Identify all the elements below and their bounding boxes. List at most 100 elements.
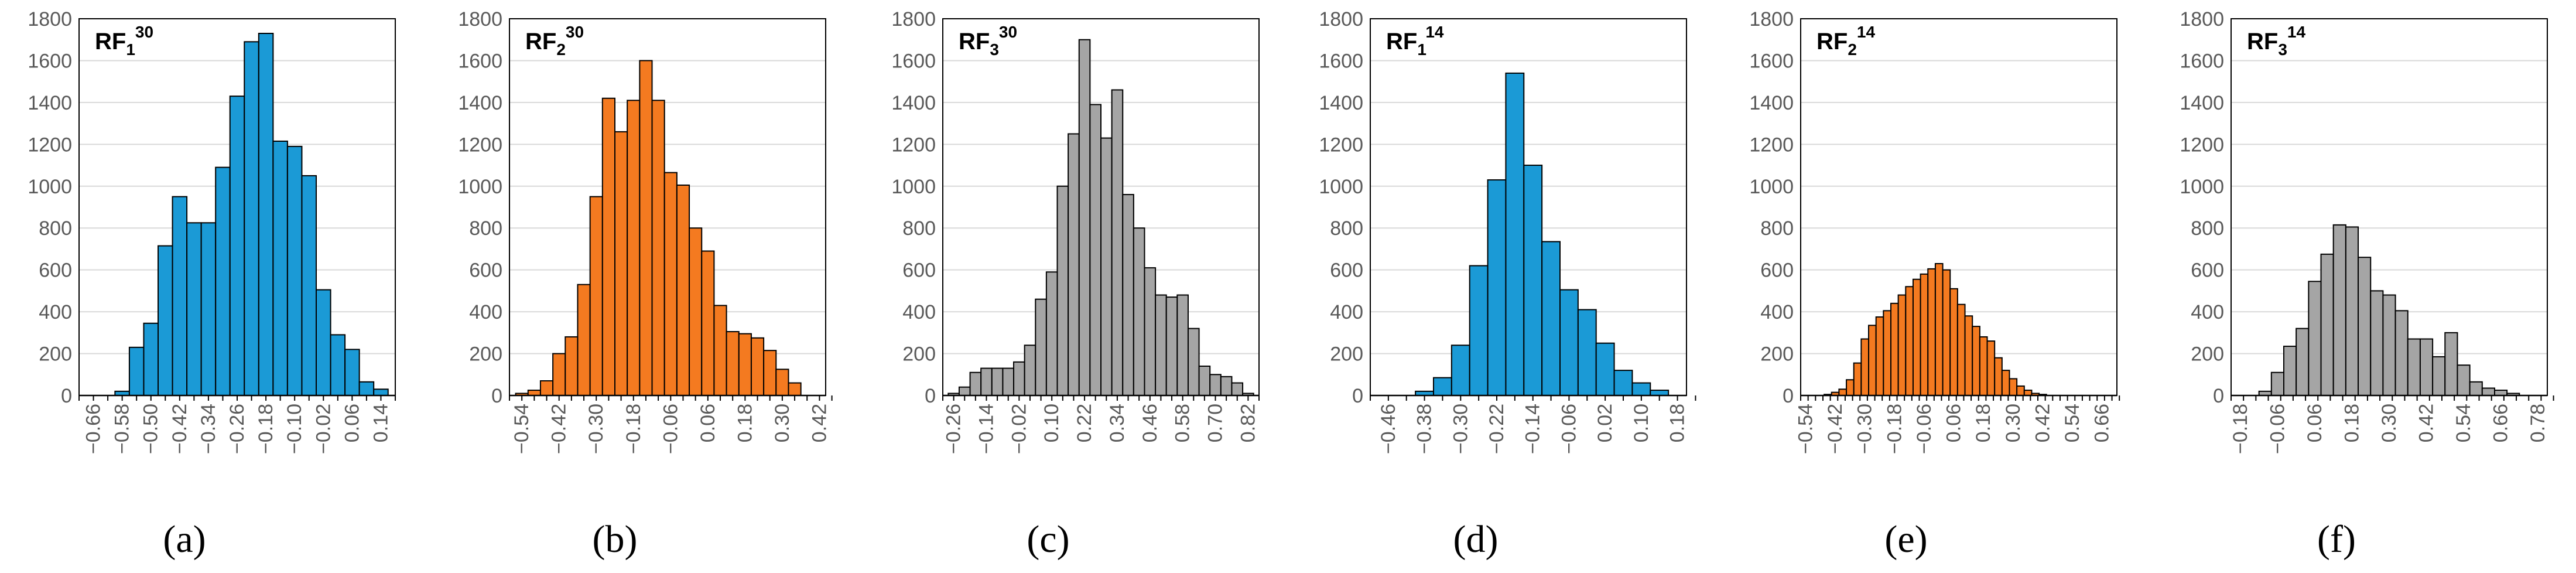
y-tick-label: 400 (39, 301, 72, 323)
histogram-bar (1838, 388, 1848, 396)
x-tick-label: 0.18 (1972, 404, 1995, 442)
y-tick-label: 200 (39, 343, 72, 366)
title-superscript: 14 (1425, 23, 1444, 41)
histogram-bar (614, 131, 628, 396)
histogram-bar (2444, 332, 2458, 396)
histogram-bar (344, 349, 360, 397)
x-tick-label: 0.42 (808, 404, 830, 442)
y-tick-label: 1600 (1319, 50, 1363, 72)
histogram-bar (627, 100, 641, 396)
y-tick-label: 1400 (1319, 92, 1363, 114)
histogram-bar (2457, 364, 2471, 396)
histogram-bar (2332, 224, 2346, 396)
histogram-bar (2023, 390, 2033, 397)
y-tick-label: 1200 (1749, 134, 1794, 156)
title-subscript: 2 (1848, 40, 1857, 59)
histogram-bar (244, 41, 259, 397)
x-tick-label: 0.06 (2304, 404, 2326, 442)
histogram-bar (1883, 310, 1891, 397)
title-superscript: 14 (1857, 23, 1876, 41)
title-superscript: 30 (566, 23, 584, 41)
series-title: RF230 (525, 23, 584, 59)
histogram-bar (1875, 316, 1884, 397)
y-tick-label: 1800 (1749, 8, 1794, 30)
histogram-bar (1187, 328, 1200, 397)
x-tick-label: 0.82 (1237, 404, 1259, 442)
x-tick-label: 0.30 (771, 404, 793, 442)
histogram-bar (258, 33, 274, 396)
histogram-bar (2407, 338, 2421, 396)
histogram-bar (1198, 365, 1211, 397)
y-tick-label: 1600 (1749, 50, 1794, 72)
histogram-bar (2382, 294, 2396, 396)
x-tick-label: −0.58 (111, 404, 134, 454)
histogram-bar (2358, 257, 2372, 396)
histogram-bar (1541, 241, 1561, 396)
histogram-bar (1056, 185, 1069, 396)
y-tick-label: 200 (902, 343, 936, 366)
title-base: RF (1816, 29, 1848, 54)
x-tick-label: −0.22 (1486, 404, 1508, 454)
histogram-bar (565, 336, 579, 397)
y-tick-label: 1400 (891, 92, 936, 114)
y-tick-label: 400 (2191, 301, 2224, 323)
histogram-bar (676, 184, 690, 396)
x-tick-label: 0.18 (1667, 404, 1689, 442)
x-tick-label: −0.42 (548, 404, 570, 454)
histogram-bar (2009, 378, 2018, 397)
histogram-bar (1487, 179, 1507, 396)
title-superscript: 30 (135, 23, 153, 41)
x-tick-label: −0.26 (943, 404, 965, 454)
y-tick-label: 400 (902, 301, 936, 323)
x-tick-label: 0.10 (1630, 404, 1653, 442)
histogram-bar (1650, 390, 1670, 397)
y-tick-label: 400 (1330, 301, 1363, 323)
histogram-bar (1631, 382, 1651, 396)
histogram-bar (2001, 370, 2010, 397)
y-tick-label: 800 (39, 217, 72, 240)
y-tick-label: 0 (491, 385, 502, 407)
y-tick-label: 1400 (1749, 92, 1794, 114)
histogram-bar (1577, 309, 1597, 396)
x-tick-label: 0.22 (1073, 404, 1096, 442)
histogram-bar (2345, 226, 2359, 396)
y-tick-label: 0 (1783, 385, 1794, 407)
panel-label: (c) (1027, 518, 1069, 561)
histogram-bar (2394, 310, 2409, 397)
histogram-bar (980, 367, 993, 396)
x-tick-label: −0.66 (83, 404, 105, 454)
y-tick-label: 1800 (28, 8, 72, 30)
title-superscript: 30 (999, 23, 1017, 41)
y-tick-label: 1800 (891, 8, 936, 30)
title-subscript: 3 (2278, 40, 2287, 59)
panel-label: (b) (593, 518, 638, 561)
histogram-bar (589, 196, 603, 396)
histogram-bar (1986, 340, 1996, 396)
x-tick-label: −0.18 (2229, 404, 2252, 454)
y-tick-label: 1200 (28, 134, 72, 156)
histogram-bar (1433, 377, 1452, 396)
x-tick-label: 0.06 (697, 404, 719, 442)
histogram-bar (2270, 371, 2284, 397)
y-tick-label: 1400 (458, 92, 502, 114)
y-tick-label: 0 (925, 385, 936, 407)
y-tick-label: 800 (1760, 217, 1794, 240)
histogram-bar (2481, 387, 2496, 396)
x-tick-label: 0.66 (2091, 404, 2113, 442)
histogram-bar (286, 145, 303, 396)
histogram-bar (1934, 262, 1944, 397)
title-subscript: 1 (1417, 40, 1426, 59)
histogram-bar (1451, 345, 1470, 396)
series-title: RF130 (95, 23, 153, 59)
x-tick-label: 0.06 (1943, 404, 1965, 442)
x-tick-label: 0.54 (2452, 404, 2475, 442)
title-superscript: 14 (2287, 23, 2306, 41)
histogram-bar (1209, 374, 1222, 396)
histogram-bar (1100, 137, 1113, 396)
histogram-bar (539, 380, 554, 397)
y-tick-label: 1000 (891, 176, 936, 198)
x-tick-label: 0.70 (1205, 404, 1227, 442)
x-tick-label: −0.30 (1854, 404, 1876, 454)
y-tick-label: 1000 (458, 176, 502, 198)
histogram-bar (2469, 381, 2483, 397)
